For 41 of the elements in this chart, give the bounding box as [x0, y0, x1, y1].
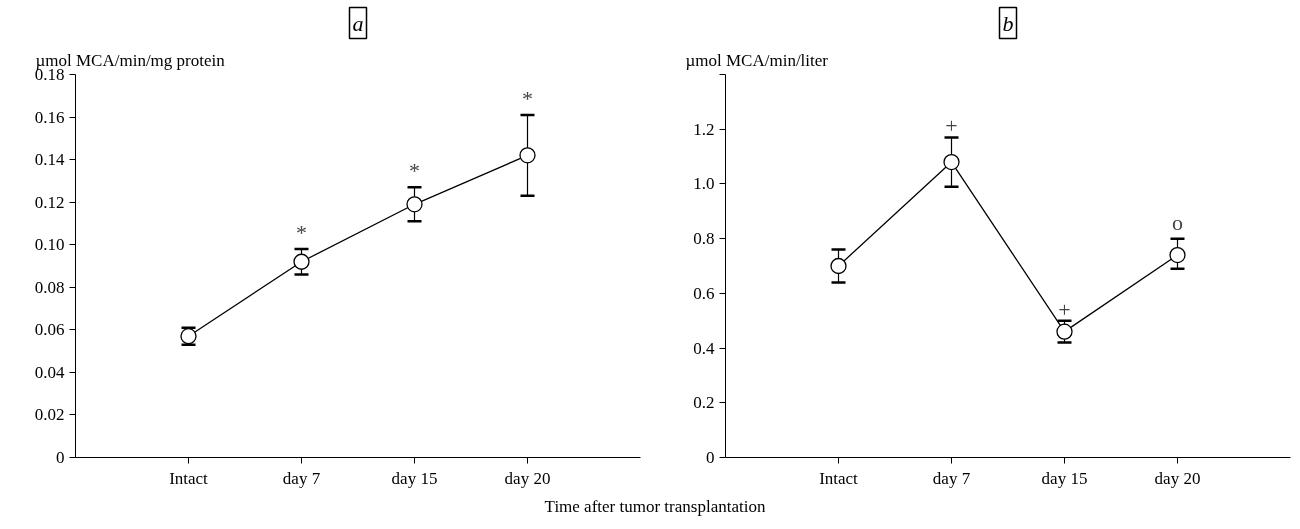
- annotation: *: [296, 219, 307, 245]
- annotation: +: [945, 113, 958, 139]
- y-tick-label: 1.0: [693, 174, 715, 194]
- y-tick-label: 0.6: [693, 283, 715, 303]
- text: Time after tumor transplantation: [543, 496, 767, 518]
- x-tick-label: day 15: [391, 468, 438, 488]
- annotation: o: [1172, 209, 1183, 235]
- annotation: *: [409, 158, 420, 184]
- x-tick-label: day 20: [504, 468, 551, 488]
- x-tick-label: Intact: [169, 468, 209, 488]
- x-tick-label: day 7: [282, 468, 321, 488]
- y-tick-label: 0.02: [34, 405, 65, 425]
- annotation: *: [522, 85, 533, 111]
- y-axis-title: µmol MCA/min/liter: [685, 50, 829, 70]
- point: [1169, 246, 1186, 264]
- point: [830, 257, 847, 275]
- y-tick-label: 0.10: [34, 235, 65, 255]
- y-tick-label: 1.2: [693, 119, 715, 139]
- y-tick-label: 0.12: [34, 192, 65, 212]
- chart-title: a: [352, 10, 364, 36]
- y-tick-label: 0: [706, 448, 715, 467]
- point: [519, 147, 536, 164]
- x-tick-label: day 7: [932, 468, 971, 488]
- y-tick-label: 0.06: [34, 320, 65, 340]
- point: [943, 153, 960, 171]
- chart-title: b: [1002, 10, 1014, 36]
- point: [293, 253, 310, 270]
- y-tick-label: 0.08: [34, 277, 65, 297]
- point: [406, 196, 423, 213]
- y-tick-label: 0.8: [693, 229, 715, 249]
- point: [1056, 323, 1073, 340]
- y-tick-label: 0.2: [693, 393, 715, 413]
- y-tick-label: 0.4: [693, 338, 715, 358]
- y-tick-label: 0.14: [34, 150, 65, 170]
- y-tick-label: 0.16: [34, 107, 65, 127]
- x-tick-label: Intact: [819, 468, 859, 488]
- y-tick-label: 0.04: [34, 362, 65, 382]
- y-tick-label: 0: [56, 448, 65, 467]
- annotation: +: [1058, 296, 1071, 322]
- x-tick-label: day 15: [1041, 468, 1088, 488]
- x-tick-label: day 20: [1154, 468, 1201, 488]
